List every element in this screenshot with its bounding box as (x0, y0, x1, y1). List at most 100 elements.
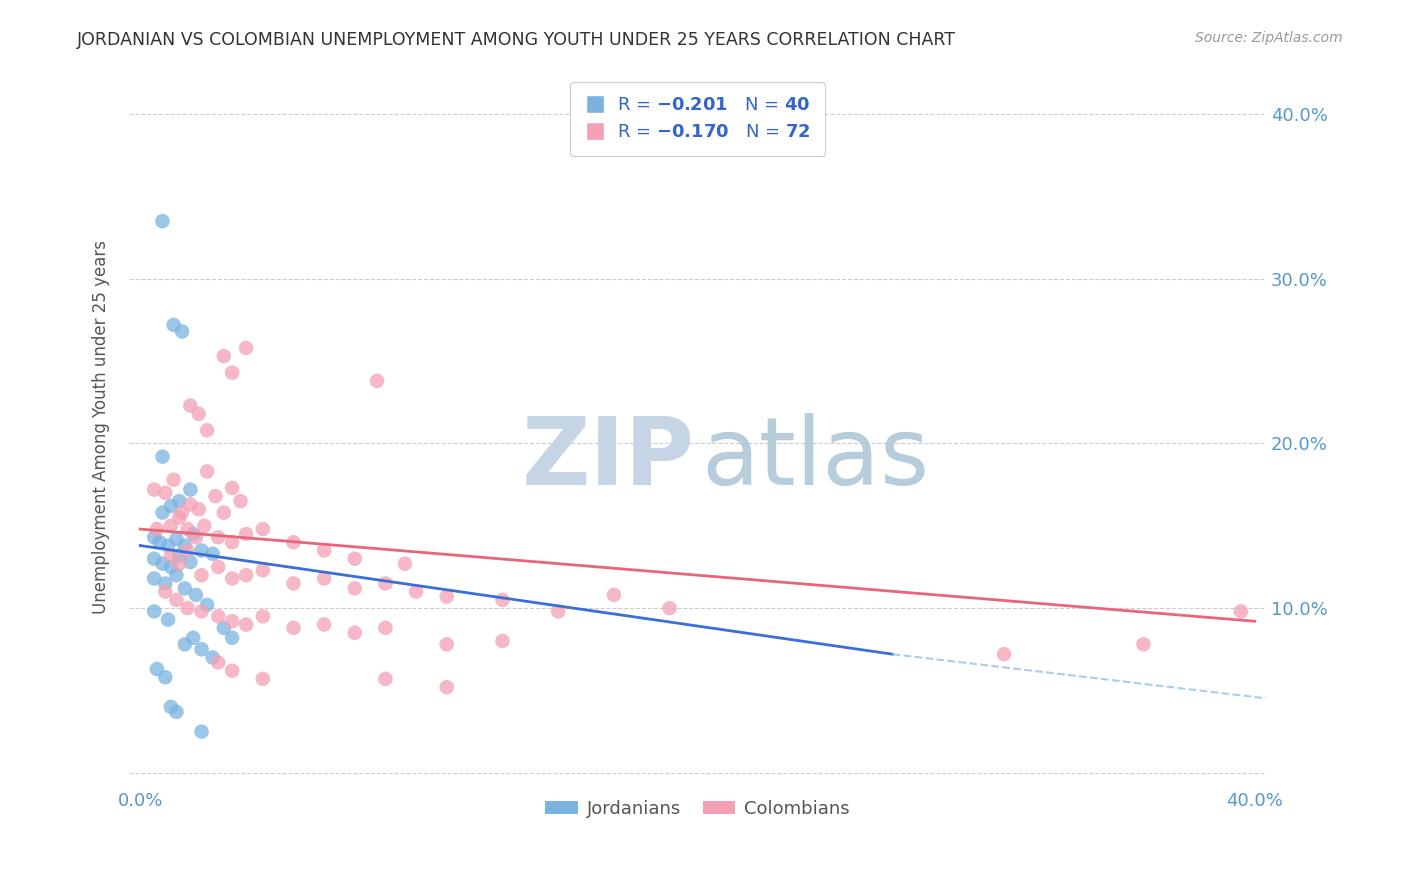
Point (235, 527, 257, 541)
Point (221, 615, 243, 629)
Point (1132, 637, 1154, 651)
Point (165, 705, 187, 719)
Point (235, 341, 257, 355)
Point (179, 555, 201, 569)
Point (195, 465, 218, 479)
Point (491, 593, 513, 607)
Point (173, 582, 195, 596)
Point (283, 621, 305, 635)
Point (314, 543, 336, 558)
Point (374, 672, 396, 686)
Point (229, 494, 252, 508)
Point (179, 497, 201, 511)
Point (170, 325, 193, 339)
Point (173, 637, 195, 651)
Point (374, 576, 396, 591)
Point (176, 522, 198, 536)
Point (201, 650, 224, 665)
Point (212, 621, 235, 635)
Point (155, 486, 177, 500)
Point (193, 518, 215, 533)
Point (252, 609, 274, 624)
Point (143, 530, 166, 544)
Point (181, 631, 204, 645)
Point (374, 621, 396, 635)
Point (167, 494, 190, 508)
Point (149, 535, 172, 549)
Point (165, 568, 187, 582)
Point (603, 588, 626, 602)
Point (394, 557, 416, 571)
Point (195, 598, 218, 612)
Point (221, 664, 243, 678)
Point (176, 601, 198, 615)
Point (184, 530, 207, 544)
Point (152, 450, 174, 464)
Point (179, 483, 201, 497)
Text: JORDANIAN VS COLOMBIAN UNEMPLOYMENT AMONG YOUTH UNDER 25 YEARS CORRELATION CHART: JORDANIAN VS COLOMBIAN UNEMPLOYMENT AMON… (77, 31, 956, 49)
Point (190, 543, 212, 558)
Point (143, 572, 166, 586)
Point (235, 568, 257, 582)
Point (163, 473, 186, 487)
Point (221, 535, 243, 549)
Point (190, 642, 212, 657)
Point (167, 549, 190, 563)
Point (658, 601, 681, 615)
Point (436, 590, 458, 604)
Point (165, 593, 187, 607)
Point (1230, 604, 1253, 618)
Point (212, 349, 235, 363)
Point (190, 724, 212, 739)
Point (181, 527, 204, 541)
Point (184, 588, 207, 602)
Point (252, 672, 274, 686)
Point (221, 481, 243, 495)
Point (212, 506, 235, 520)
Point (146, 662, 169, 676)
Point (283, 535, 305, 549)
Point (201, 547, 224, 561)
Point (143, 483, 166, 497)
Point (190, 604, 212, 618)
Point (176, 543, 198, 558)
Point (160, 549, 183, 563)
Point (167, 557, 190, 571)
Point (155, 670, 177, 684)
Point (207, 656, 229, 670)
Point (283, 576, 305, 591)
Point (221, 631, 243, 645)
Point (190, 568, 212, 582)
Legend: Jordanians, Colombians: Jordanians, Colombians (538, 793, 858, 825)
Point (491, 634, 513, 648)
Point (143, 551, 166, 566)
Point (143, 604, 166, 618)
Text: Source: ZipAtlas.com: Source: ZipAtlas.com (1195, 31, 1343, 45)
Point (343, 551, 366, 566)
Point (160, 699, 183, 714)
Point (252, 522, 274, 536)
Point (993, 647, 1015, 661)
Y-axis label: Unemployment Among Youth under 25 years: Unemployment Among Youth under 25 years (93, 240, 110, 614)
Point (366, 374, 388, 388)
Point (146, 522, 169, 536)
Point (167, 510, 190, 524)
Point (160, 499, 183, 513)
Point (207, 530, 229, 544)
Point (235, 617, 257, 632)
Point (152, 214, 174, 228)
Point (170, 506, 193, 520)
Point (252, 563, 274, 577)
Point (179, 399, 201, 413)
Point (314, 572, 336, 586)
Point (204, 489, 226, 503)
Point (157, 539, 180, 553)
Point (547, 604, 569, 618)
Text: atlas: atlas (702, 413, 929, 505)
Point (207, 560, 229, 574)
Text: ZIP: ZIP (522, 413, 695, 505)
Point (343, 625, 366, 640)
Point (152, 557, 174, 571)
Point (155, 584, 177, 599)
Point (207, 609, 229, 624)
